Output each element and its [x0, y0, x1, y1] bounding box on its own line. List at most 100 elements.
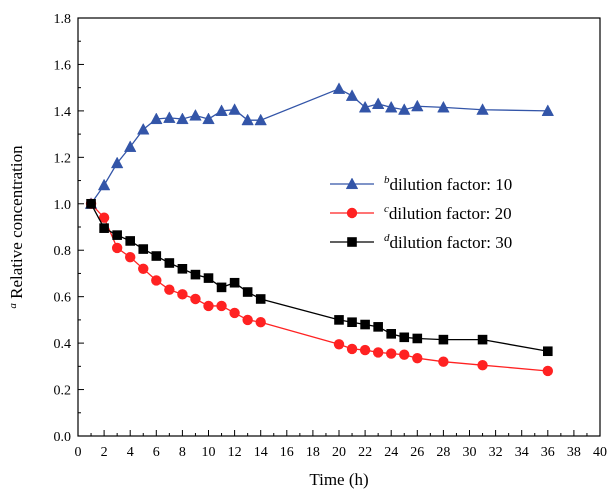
- x-tick-label: 38: [567, 445, 581, 460]
- data-point: [97, 178, 111, 191]
- data-point: [189, 109, 202, 121]
- legend-label-text: dilution factor: 20: [389, 204, 512, 223]
- data-point: [386, 329, 396, 339]
- data-point: [111, 242, 123, 254]
- data-point: [123, 140, 137, 152]
- series-2: [85, 198, 553, 377]
- data-point: [86, 198, 96, 209]
- x-tick-label: 34: [515, 445, 529, 460]
- data-point: [255, 294, 266, 304]
- data-point: [216, 282, 227, 293]
- data-point: [242, 314, 253, 326]
- x-tick-label: 22: [358, 445, 372, 460]
- x-tick-label: 2: [101, 445, 108, 460]
- legend-label-superscript: c: [384, 203, 389, 215]
- x-tick-label: 18: [306, 445, 320, 460]
- data-point: [438, 356, 449, 367]
- data-point: [164, 284, 175, 295]
- data-point: [411, 99, 424, 112]
- data-point: [125, 251, 136, 263]
- data-point: [399, 332, 410, 343]
- data-point: [203, 273, 214, 283]
- legend-label: bdilution factor: 10: [384, 174, 512, 194]
- data-point: [177, 264, 188, 274]
- data-point: [358, 100, 372, 113]
- x-tick-label: 10: [202, 445, 216, 460]
- data-point: [334, 315, 344, 325]
- series-1: [84, 82, 555, 209]
- data-point: [372, 347, 384, 358]
- data-point: [412, 353, 423, 364]
- x-tick-label: 40: [593, 445, 607, 460]
- data-point: [229, 307, 240, 319]
- data-point: [241, 113, 254, 126]
- legend-label-text: dilution factor: 10: [390, 175, 513, 194]
- series-3: [86, 198, 553, 357]
- legend-label-superscript: b: [384, 174, 390, 186]
- x-tick-label: 16: [280, 445, 294, 460]
- data-point: [371, 97, 385, 109]
- y-tick-label: 0.2: [54, 384, 72, 399]
- legend-item: ddilution factor: 30: [330, 232, 512, 252]
- x-tick-label: 12: [228, 445, 242, 460]
- legend-label: ddilution factor: 30: [384, 232, 512, 252]
- data-point: [177, 289, 188, 300]
- series-layer: [84, 82, 555, 377]
- plot-frame: [77, 17, 601, 437]
- legend-label: cdilution factor: 20: [384, 203, 512, 223]
- legend-swatch-marker: [346, 207, 358, 219]
- data-point: [138, 263, 149, 274]
- data-point: [203, 300, 214, 312]
- data-point: [164, 258, 175, 268]
- legend-swatch-marker: [345, 177, 359, 190]
- x-axis-label: Time (h): [309, 470, 368, 489]
- y-axis-label: a Relative concentration: [1, 145, 26, 309]
- legend-label-superscript: d: [384, 232, 390, 244]
- y-tick-label: 0.6: [54, 291, 72, 306]
- data-point: [384, 100, 398, 113]
- data-point: [543, 346, 553, 357]
- data-point: [386, 348, 397, 359]
- data-point: [412, 333, 423, 344]
- data-point: [98, 212, 110, 223]
- data-point: [476, 103, 489, 115]
- x-tick-label: 4: [127, 445, 134, 460]
- y-axis-label-text: Relative concentration: [7, 145, 26, 299]
- data-point: [398, 103, 411, 115]
- x-tick-label: 32: [489, 445, 503, 460]
- data-point: [346, 343, 358, 355]
- data-point: [477, 334, 488, 345]
- data-point: [110, 156, 124, 169]
- data-point: [255, 317, 266, 328]
- y-tick-label: 1.0: [54, 198, 72, 213]
- data-point: [163, 111, 176, 123]
- data-point: [242, 287, 253, 297]
- y-tick-label: 1.4: [54, 105, 72, 120]
- data-point: [228, 103, 241, 115]
- data-point: [229, 277, 240, 288]
- data-point: [137, 122, 150, 135]
- legend-label-text: dilution factor: 30: [390, 233, 513, 252]
- data-point: [216, 300, 227, 312]
- y-axis-label-superscript: a: [7, 303, 19, 309]
- y-axis-ticks: 0.0 0.2 0.4 0.6 0.8 1.0 1.2 1.4 1.6 1.8: [54, 12, 84, 445]
- data-point: [399, 349, 410, 360]
- data-point: [477, 359, 488, 371]
- data-point: [437, 100, 450, 113]
- data-point: [125, 236, 135, 246]
- y-tick-label: 0.8: [54, 244, 72, 259]
- y-tick-label: 1.6: [54, 58, 72, 73]
- data-point: [373, 322, 383, 332]
- data-point: [176, 112, 189, 125]
- y-tick-label: 0.4: [54, 337, 72, 352]
- x-tick-label: 20: [332, 445, 346, 460]
- x-tick-label: 6: [153, 445, 160, 460]
- series-line: [90, 203, 548, 372]
- data-point: [347, 317, 357, 328]
- data-point: [254, 113, 267, 126]
- data-point: [99, 223, 109, 233]
- data-point: [542, 365, 553, 377]
